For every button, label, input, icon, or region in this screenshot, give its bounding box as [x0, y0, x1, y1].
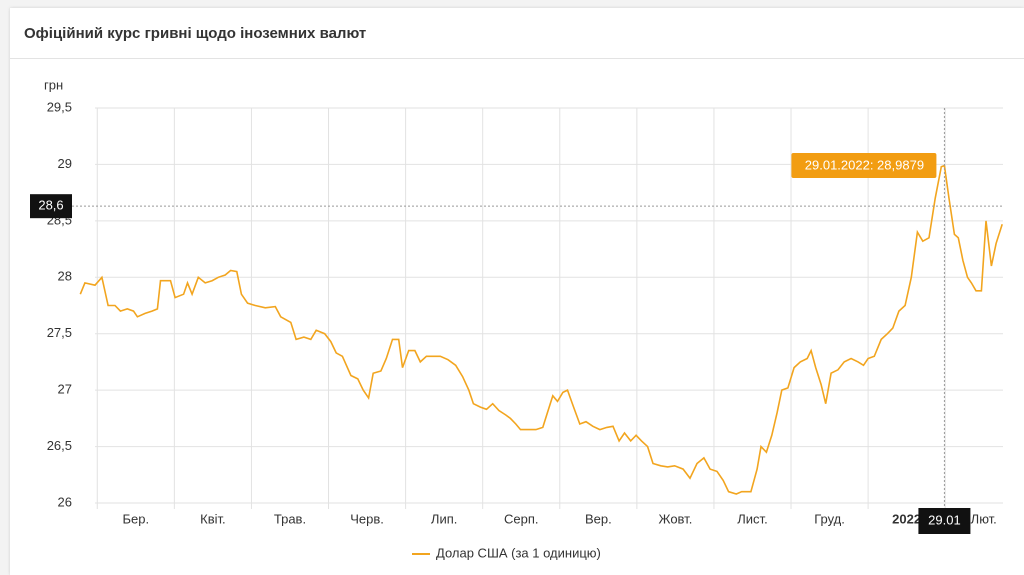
- y-tick-label: 29,5: [47, 99, 72, 114]
- line: [79, 164, 1003, 495]
- y-tick-label: 26,5: [47, 438, 72, 453]
- x-tick-label: Лист.: [737, 511, 767, 526]
- x-crosshair-box: [918, 508, 971, 534]
- x-tick-label: Трав.: [274, 511, 306, 526]
- legend-label: Долар США (за 1 одиницю): [436, 545, 601, 560]
- y-axis-label: грн: [44, 77, 63, 92]
- x-crosshair-label: 29.01: [928, 512, 961, 527]
- x-tick-label: Бер.: [123, 511, 150, 526]
- card: Офіційний курс гривні щодо іноземних вал…: [10, 8, 1024, 575]
- y-tick-label: 26: [58, 494, 72, 509]
- x-tick-label: Груд.: [814, 511, 845, 526]
- y-tick-label: 27: [58, 382, 72, 397]
- y-tick-label: 28: [58, 269, 72, 284]
- y-tick-label: 27,5: [47, 325, 72, 340]
- x-tick-label: Вер.: [585, 511, 612, 526]
- y-crosshair-label: 28,6: [38, 198, 63, 213]
- x-tick-label: Лип.: [431, 511, 457, 526]
- y-tick-label: 29: [58, 156, 72, 171]
- tooltip-box: [791, 153, 937, 178]
- x-tick-label: Черв.: [350, 511, 384, 526]
- x-tick-label: Жовт.: [658, 511, 692, 526]
- x-tick-label: 2022: [892, 511, 921, 526]
- x-tick-label: Квіт.: [200, 511, 226, 526]
- card-title: Офіційний курс гривні щодо іноземних вал…: [10, 8, 1024, 59]
- y-crosshair-box: [30, 194, 72, 219]
- x-tick-label: Серп.: [504, 511, 539, 526]
- x-tick-label: Лют.: [971, 511, 997, 526]
- tooltip-text: 29.01.2022: 28,9879: [805, 157, 924, 172]
